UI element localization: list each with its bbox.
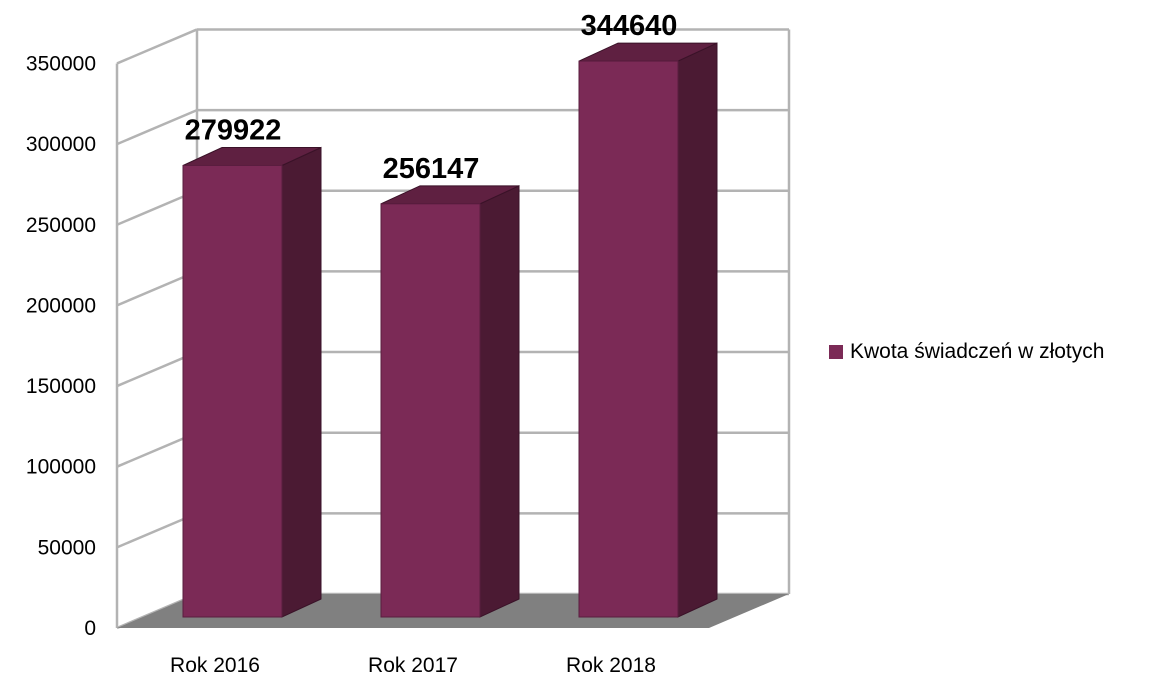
bar-side <box>677 42 718 618</box>
bar <box>182 146 322 618</box>
side-gridline <box>116 28 198 65</box>
bar-side <box>479 185 520 618</box>
y-tick-label: 50000 <box>38 536 96 559</box>
y-tick-label: 300000 <box>26 133 96 156</box>
x-tick-label: Rok 2017 <box>368 654 458 675</box>
data-label: 344640 <box>581 10 678 42</box>
y-tick-label: 100000 <box>26 456 96 479</box>
bar <box>380 185 520 618</box>
y-tick-label: 350000 <box>26 52 96 75</box>
side-gridline <box>116 108 198 146</box>
bar <box>578 42 718 618</box>
y-tick-label: 250000 <box>26 214 96 237</box>
x-axis-ticks: Rok 2016 Rok 2017 Rok 2018 <box>170 654 656 675</box>
y-axis-ticks: 0 50000 100000 150000 200000 250000 300000 3500… <box>26 52 96 640</box>
chart-bars <box>182 42 718 618</box>
legend-label: Kwota świadczeń w złotych <box>850 340 1105 363</box>
y-tick-label: 0 <box>84 617 96 640</box>
data-label: 256147 <box>383 153 480 185</box>
data-label: 279922 <box>185 114 282 146</box>
legend: Kwota świadczeń w złotych <box>829 340 1104 364</box>
bar-side <box>281 146 322 618</box>
y-tick-label: 200000 <box>26 294 96 317</box>
data-labels: 279922 256147 344640 <box>185 10 678 185</box>
x-tick-label: Rok 2016 <box>170 654 260 675</box>
legend-swatch <box>829 345 843 359</box>
x-tick-label: Rok 2018 <box>566 654 656 675</box>
y-tick-label: 150000 <box>26 375 96 398</box>
bar-front <box>578 60 679 618</box>
bar-front <box>380 203 481 618</box>
bar-front <box>182 164 283 618</box>
